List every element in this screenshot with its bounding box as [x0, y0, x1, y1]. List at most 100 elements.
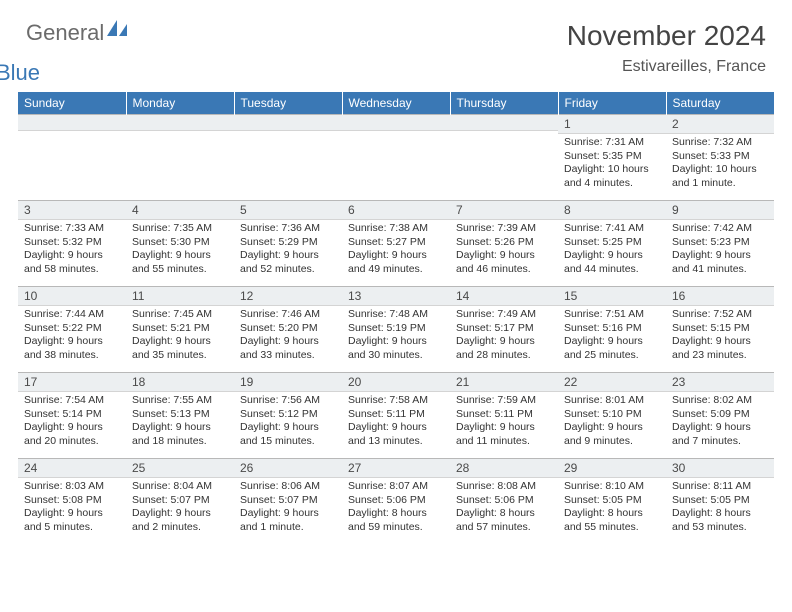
calendar-cell — [450, 115, 558, 201]
calendar-cell: 26Sunrise: 8:06 AMSunset: 5:07 PMDayligh… — [234, 459, 342, 545]
day-detail: Sunrise: 8:07 AMSunset: 5:06 PMDaylight:… — [342, 478, 450, 539]
calendar-cell: 22Sunrise: 8:01 AMSunset: 5:10 PMDayligh… — [558, 373, 666, 459]
daylight-text: Daylight: 9 hours and 33 minutes. — [240, 335, 336, 362]
sunset-text: Sunset: 5:26 PM — [456, 236, 552, 250]
sunset-text: Sunset: 5:30 PM — [132, 236, 228, 250]
calendar-cell: 4Sunrise: 7:35 AMSunset: 5:30 PMDaylight… — [126, 201, 234, 287]
brand-main: General — [26, 20, 104, 45]
daylight-text: Daylight: 10 hours and 4 minutes. — [564, 163, 660, 190]
sunset-text: Sunset: 5:23 PM — [672, 236, 768, 250]
sunrise-text: Sunrise: 7:59 AM — [456, 394, 552, 408]
calendar-cell: 16Sunrise: 7:52 AMSunset: 5:15 PMDayligh… — [666, 287, 774, 373]
day-number: 5 — [234, 201, 342, 220]
header: General Blue November 2024 Estivareilles… — [0, 0, 792, 84]
calendar-cell: 29Sunrise: 8:10 AMSunset: 5:05 PMDayligh… — [558, 459, 666, 545]
day-detail: Sunrise: 8:03 AMSunset: 5:08 PMDaylight:… — [18, 478, 126, 539]
day-detail: Sunrise: 7:45 AMSunset: 5:21 PMDaylight:… — [126, 306, 234, 367]
day-number — [18, 115, 126, 131]
day-detail: Sunrise: 7:49 AMSunset: 5:17 PMDaylight:… — [450, 306, 558, 367]
day-number: 8 — [558, 201, 666, 220]
day-detail: Sunrise: 8:04 AMSunset: 5:07 PMDaylight:… — [126, 478, 234, 539]
day-number: 21 — [450, 373, 558, 392]
sunset-text: Sunset: 5:22 PM — [24, 322, 120, 336]
sunset-text: Sunset: 5:35 PM — [564, 150, 660, 164]
day-header: Sunday — [18, 92, 126, 115]
day-number: 15 — [558, 287, 666, 306]
day-detail: Sunrise: 7:44 AMSunset: 5:22 PMDaylight:… — [18, 306, 126, 367]
sunset-text: Sunset: 5:12 PM — [240, 408, 336, 422]
day-number — [450, 115, 558, 131]
sunrise-text: Sunrise: 7:45 AM — [132, 308, 228, 322]
daylight-text: Daylight: 9 hours and 49 minutes. — [348, 249, 444, 276]
daylight-text: Daylight: 8 hours and 59 minutes. — [348, 507, 444, 534]
daylight-text: Daylight: 9 hours and 15 minutes. — [240, 421, 336, 448]
sunset-text: Sunset: 5:13 PM — [132, 408, 228, 422]
sunset-text: Sunset: 5:09 PM — [672, 408, 768, 422]
day-detail: Sunrise: 7:32 AMSunset: 5:33 PMDaylight:… — [666, 134, 774, 195]
calendar-cell: 6 Sunrise: 7:38 AMSunset: 5:27 PMDaylight… — [342, 201, 450, 287]
daylight-text: Daylight: 9 hours and 11 minutes. — [456, 421, 552, 448]
location-label: Estivareilles, France — [567, 58, 766, 76]
brand-logo: General Blue — [26, 20, 127, 72]
sunrise-text: Sunrise: 7:52 AM — [672, 308, 768, 322]
daylight-text: Daylight: 9 hours and 13 minutes. — [348, 421, 444, 448]
day-number: 14 — [450, 287, 558, 306]
day-header: Wednesday — [342, 92, 450, 115]
day-number: 10 — [18, 287, 126, 306]
calendar-week-row: 3Sunrise: 7:33 AMSunset: 5:32 PMDaylight… — [18, 201, 774, 287]
day-detail — [342, 131, 450, 137]
calendar-cell — [18, 115, 126, 201]
day-header: Tuesday — [234, 92, 342, 115]
sunrise-text: Sunrise: 7:56 AM — [240, 394, 336, 408]
calendar-week-row: 1Sunrise: 7:31 AMSunset: 5:35 PMDaylight… — [18, 115, 774, 201]
calendar-cell: 13Sunrise: 7:48 AMSunset: 5:19 PMDayligh… — [342, 287, 450, 373]
sunrise-text: Sunrise: 7:38 AM — [348, 222, 444, 236]
day-number: 24 — [18, 459, 126, 478]
daylight-text: Daylight: 8 hours and 53 minutes. — [672, 507, 768, 534]
sunrise-text: Sunrise: 7:31 AM — [564, 136, 660, 150]
sunrise-text: Sunrise: 8:03 AM — [24, 480, 120, 494]
calendar-cell: 15Sunrise: 7:51 AMSunset: 5:16 PMDayligh… — [558, 287, 666, 373]
day-detail: Sunrise: 7:48 AMSunset: 5:19 PMDaylight:… — [342, 306, 450, 367]
day-detail: Sunrise: 7:51 AMSunset: 5:16 PMDaylight:… — [558, 306, 666, 367]
sunrise-text: Sunrise: 7:42 AM — [672, 222, 768, 236]
day-detail: Sunrise: 7:56 AMSunset: 5:12 PMDaylight:… — [234, 392, 342, 453]
day-detail: Sunrise: 7:39 AMSunset: 5:26 PMDaylight:… — [450, 220, 558, 281]
daylight-text: Daylight: 9 hours and 38 minutes. — [24, 335, 120, 362]
sunset-text: Sunset: 5:07 PM — [132, 494, 228, 508]
day-number: 6 — [342, 201, 450, 220]
daylight-text: Daylight: 9 hours and 9 minutes. — [564, 421, 660, 448]
day-number: 12 — [234, 287, 342, 306]
sunrise-text: Sunrise: 7:35 AM — [132, 222, 228, 236]
day-detail: Sunrise: 8:11 AMSunset: 5:05 PMDaylight:… — [666, 478, 774, 539]
day-detail: Sunrise: 7:46 AMSunset: 5:20 PMDaylight:… — [234, 306, 342, 367]
daylight-text: Daylight: 9 hours and 18 minutes. — [132, 421, 228, 448]
sunrise-text: Sunrise: 7:48 AM — [348, 308, 444, 322]
day-detail: Sunrise: 8:06 AMSunset: 5:07 PMDaylight:… — [234, 478, 342, 539]
day-number: 20 — [342, 373, 450, 392]
sunset-text: Sunset: 5:16 PM — [564, 322, 660, 336]
sunrise-text: Sunrise: 7:39 AM — [456, 222, 552, 236]
sunset-text: Sunset: 5:27 PM — [348, 236, 444, 250]
daylight-text: Daylight: 9 hours and 28 minutes. — [456, 335, 552, 362]
daylight-text: Daylight: 9 hours and 5 minutes. — [24, 507, 120, 534]
sunrise-text: Sunrise: 7:58 AM — [348, 394, 444, 408]
sunrise-text: Sunrise: 7:44 AM — [24, 308, 120, 322]
sunrise-text: Sunrise: 7:54 AM — [24, 394, 120, 408]
day-header: Friday — [558, 92, 666, 115]
day-detail: Sunrise: 7:52 AMSunset: 5:15 PMDaylight:… — [666, 306, 774, 367]
sunset-text: Sunset: 5:25 PM — [564, 236, 660, 250]
day-number — [126, 115, 234, 131]
sunset-text: Sunset: 5:05 PM — [672, 494, 768, 508]
day-detail: Sunrise: 8:02 AMSunset: 5:09 PMDaylight:… — [666, 392, 774, 453]
sunrise-text: Sunrise: 7:36 AM — [240, 222, 336, 236]
day-detail: Sunrise: 7:54 AMSunset: 5:14 PMDaylight:… — [18, 392, 126, 453]
daylight-text: Daylight: 9 hours and 44 minutes. — [564, 249, 660, 276]
calendar-cell: 24Sunrise: 8:03 AMSunset: 5:08 PMDayligh… — [18, 459, 126, 545]
sunrise-text: Sunrise: 8:07 AM — [348, 480, 444, 494]
daylight-text: Daylight: 9 hours and 1 minute. — [240, 507, 336, 534]
calendar-cell: 11Sunrise: 7:45 AMSunset: 5:21 PMDayligh… — [126, 287, 234, 373]
sail-icon — [107, 20, 127, 36]
day-detail: Sunrise: 7:36 AMSunset: 5:29 PMDaylight:… — [234, 220, 342, 281]
calendar-cell: 25Sunrise: 8:04 AMSunset: 5:07 PMDayligh… — [126, 459, 234, 545]
